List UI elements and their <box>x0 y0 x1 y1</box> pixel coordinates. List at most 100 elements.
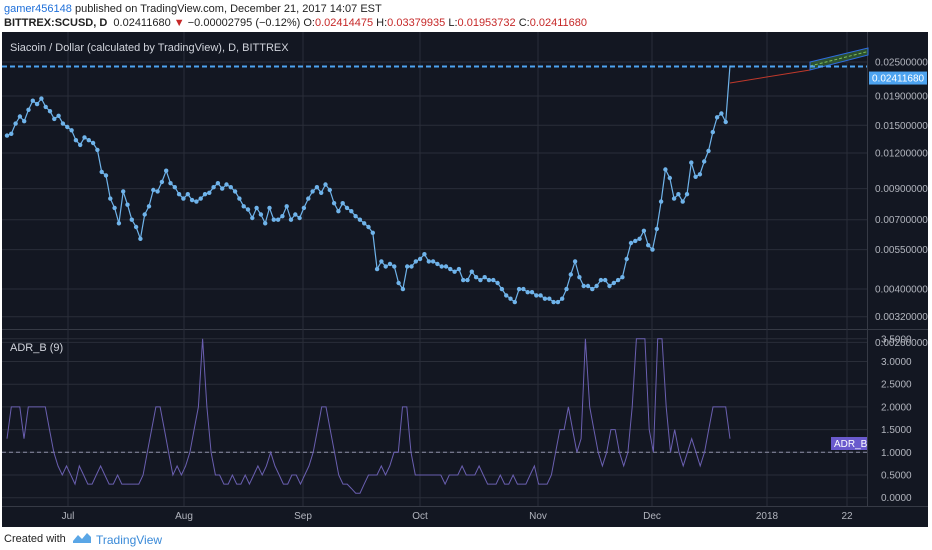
price-point <box>650 247 655 252</box>
price-point <box>646 243 651 248</box>
x-tick-label: Nov <box>529 511 547 522</box>
price-point <box>478 277 483 283</box>
price-point <box>435 261 440 267</box>
price-point <box>680 199 685 204</box>
price-point <box>603 277 608 283</box>
price-point <box>254 205 259 211</box>
price-point <box>710 129 715 135</box>
price-point <box>547 296 552 301</box>
chart-svg[interactable]: JulAugSepOctNovDec2018220.035000000.0250… <box>2 16 928 527</box>
price-point <box>138 236 143 241</box>
price-point <box>306 196 311 201</box>
price-point <box>516 286 522 292</box>
price-point <box>628 240 634 246</box>
indicator-y-tick-label: 3.5000 <box>881 334 912 345</box>
price-point <box>314 185 320 190</box>
price-point <box>534 293 539 298</box>
price-point <box>293 212 298 217</box>
price-point <box>499 286 505 292</box>
author-link[interactable]: gamer456148 <box>4 3 72 15</box>
price-point <box>263 221 268 226</box>
footer: Created with TradingView <box>4 528 928 550</box>
x-tick-label: Oct <box>412 511 428 522</box>
price-point <box>689 160 694 165</box>
price-point <box>108 196 113 201</box>
price-point <box>220 186 225 191</box>
x-tick-label: Jul <box>62 511 75 522</box>
price-point <box>340 201 345 206</box>
price-point <box>413 259 418 264</box>
price-point <box>116 221 122 226</box>
indicator-y-tick-label: 1.5000 <box>881 425 912 436</box>
high-value: 0.03379935 <box>387 17 446 29</box>
price-point <box>706 148 711 154</box>
price-point <box>620 275 625 280</box>
price-y-tick-label: 0.00700000 <box>875 215 928 226</box>
price-point <box>405 264 410 269</box>
ohlc-line: BITTREX:SCUSD, D 0.02411680 ▼ −0.0000279… <box>4 17 587 30</box>
price-point <box>52 116 57 122</box>
price-y-tick-label: 0.00550000 <box>875 245 928 256</box>
price-point <box>69 128 74 133</box>
price-point <box>241 204 246 209</box>
x-tick-label: Dec <box>643 511 661 522</box>
price-point <box>30 98 35 103</box>
price-y-tick-label: 0.00900000 <box>875 184 928 195</box>
price-point <box>9 131 14 136</box>
price-point <box>676 192 681 197</box>
low-value: 0.01953732 <box>457 17 516 29</box>
tradingview-logo-icon[interactable] <box>72 530 92 546</box>
x-tick-label: 22 <box>841 511 853 522</box>
last-price: 0.02411680 <box>113 17 171 29</box>
price-point <box>443 264 449 269</box>
price-point <box>215 181 221 186</box>
price-point <box>181 196 186 201</box>
price-point <box>267 205 272 211</box>
price-point <box>129 217 134 222</box>
price-point <box>633 238 638 244</box>
trend-line <box>729 69 811 84</box>
last-value-tag <box>869 71 927 85</box>
price-point <box>598 277 604 283</box>
price-point <box>482 275 487 280</box>
price-point <box>439 264 444 269</box>
price-point <box>508 296 513 301</box>
adr-line <box>6 338 731 494</box>
price-point <box>452 269 457 274</box>
tradingview-link[interactable]: TradingView <box>96 533 163 547</box>
open-label: O: <box>303 17 315 29</box>
chart-header: gamer456148 published on TradingView.com… <box>4 0 928 32</box>
price-point <box>671 196 677 201</box>
price-point <box>82 135 87 140</box>
adr-series <box>2 338 867 494</box>
price-point <box>568 272 573 277</box>
price-point <box>555 299 561 305</box>
price-point <box>78 142 83 148</box>
price-point <box>245 207 251 212</box>
price-point <box>112 205 117 211</box>
price-point <box>288 217 294 222</box>
price-point <box>663 167 668 172</box>
price-point <box>538 293 543 298</box>
last-value-label: 0.02411680 <box>872 74 925 85</box>
price-point <box>250 215 255 221</box>
price-point <box>383 264 388 269</box>
price-point <box>456 266 462 272</box>
price-point <box>13 121 18 126</box>
price-point <box>90 140 96 146</box>
price-point <box>280 214 285 219</box>
price-point <box>469 269 474 274</box>
adr-tag <box>831 437 867 450</box>
price-y-tick-label: 0.00320000 <box>875 312 928 323</box>
price-point <box>133 224 139 230</box>
price-point <box>26 107 31 113</box>
price-point <box>374 266 380 272</box>
price-point <box>607 283 612 289</box>
indicator-y-tick-label: 2.5000 <box>881 380 912 391</box>
chart-area[interactable]: JulAugSepOctNovDec2018220.035000000.0250… <box>2 16 928 527</box>
price-point <box>323 182 328 187</box>
price-point <box>189 197 195 203</box>
x-tick-label: 2018 <box>756 511 779 522</box>
price-point <box>121 189 126 194</box>
price-point <box>202 192 208 197</box>
